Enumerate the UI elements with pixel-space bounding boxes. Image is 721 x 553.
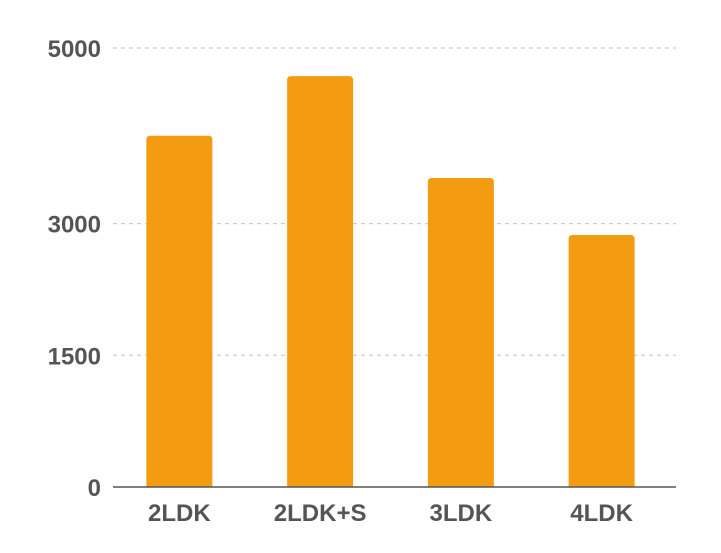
bars — [146, 76, 635, 488]
bar-2ldk — [146, 135, 213, 488]
gridlines — [113, 47, 676, 356]
y-tick-label: 5000 — [48, 36, 101, 63]
x-category-label: 2LDK+S — [274, 500, 367, 527]
y-tick-label: 0 — [88, 475, 101, 502]
x-category-label: 2LDK — [148, 500, 211, 527]
x-category-label: 3LDK — [430, 500, 493, 527]
y-tick-label: 3000 — [48, 212, 101, 239]
x-axis-category-labels: 2LDK 2LDK+S 3LDK 4LDK — [148, 500, 634, 527]
x-category-label: 4LDK — [570, 500, 633, 527]
bar-4ldk — [568, 235, 635, 487]
bar-2ldk-s — [287, 76, 354, 487]
y-axis-tick-labels: 0 1500 3000 5000 — [48, 36, 101, 502]
bar-3ldk — [427, 177, 494, 487]
y-tick-label: 1500 — [48, 343, 101, 370]
